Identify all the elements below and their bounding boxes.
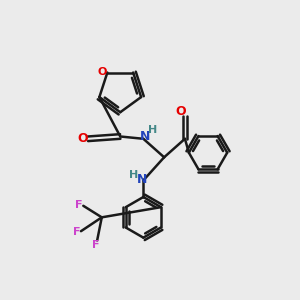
Text: F: F — [75, 200, 83, 210]
Text: H: H — [148, 124, 157, 135]
Text: N: N — [136, 173, 147, 186]
Text: H: H — [129, 170, 138, 180]
Text: O: O — [98, 67, 107, 77]
Text: F: F — [73, 227, 81, 237]
Text: O: O — [175, 105, 186, 118]
Text: F: F — [92, 240, 100, 250]
Text: N: N — [140, 130, 150, 142]
Text: O: O — [77, 132, 88, 145]
